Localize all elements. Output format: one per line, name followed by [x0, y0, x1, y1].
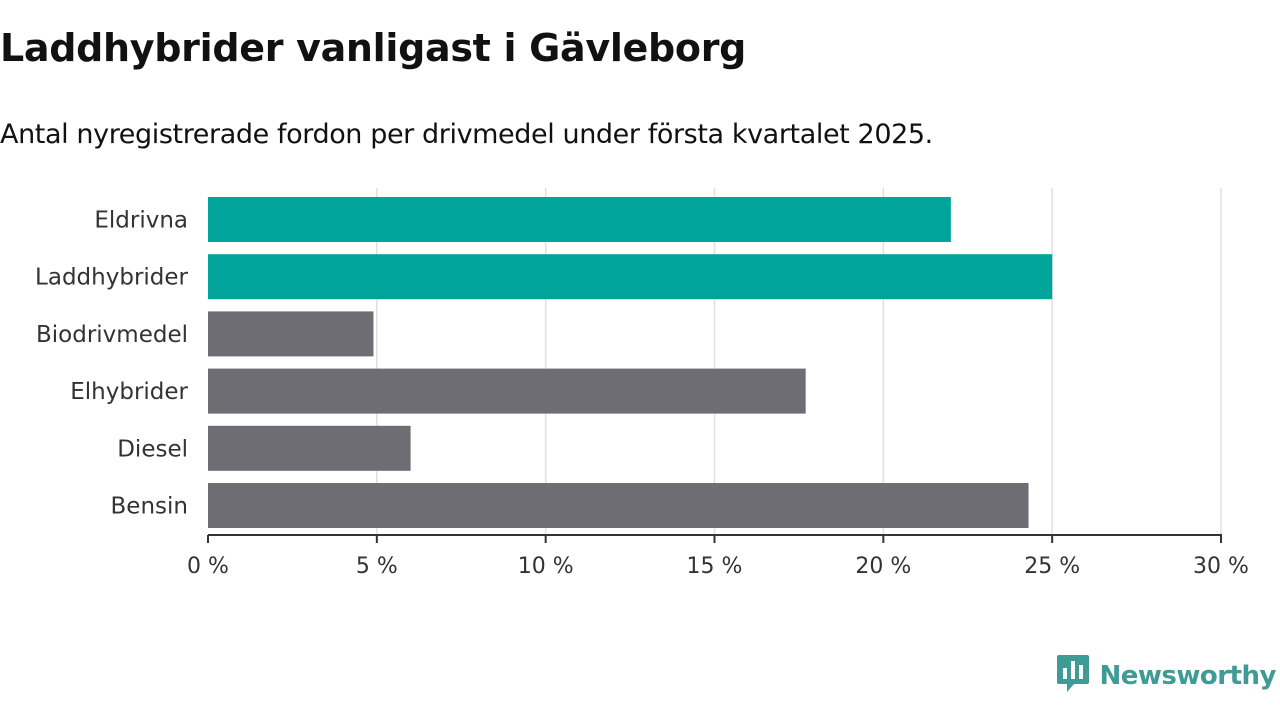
x-tick-label: 0 %	[187, 554, 229, 579]
x-tick-label: 5 %	[356, 554, 398, 579]
bar-laddhybrider	[208, 254, 1053, 300]
category-label: Bensin	[111, 494, 188, 520]
bars	[208, 197, 1053, 528]
chart-subtitle: Antal nyregistrerade fordon per drivmede…	[0, 119, 933, 150]
category-labels: Eldrivna Laddhybrider Biodrivmedel Elhybrid…	[35, 208, 188, 520]
bar-chart: 0 % 5 % 10 % 15 % 20 % 25 % 30 % Eldrivna Laddh…	[35, 188, 1249, 579]
x-tick-label: 10 %	[518, 554, 574, 579]
category-label: Elhybrider	[70, 379, 188, 405]
chart-title: Laddhybrider vanligast i Gävleborg	[0, 26, 747, 70]
gridlines	[376, 188, 1222, 535]
category-label: Eldrivna	[94, 208, 188, 234]
category-label: Diesel	[117, 436, 188, 462]
bar-biodrivmedel	[208, 311, 374, 357]
brand-name: Newsworthy	[1099, 661, 1277, 691]
newsworthy-logo-icon	[1056, 654, 1090, 698]
x-tick-label: 25 %	[1024, 554, 1080, 579]
x-tick-label: 20 %	[855, 554, 911, 579]
x-axis: 0 % 5 % 10 % 15 % 20 % 25 % 30 %	[187, 534, 1249, 579]
bar-eldrivna	[208, 197, 951, 242]
bar-diesel	[208, 425, 411, 471]
category-label: Biodrivmedel	[36, 322, 188, 348]
category-label: Laddhybrider	[35, 265, 188, 291]
bar-elhybrider	[208, 368, 806, 414]
brand: Newsworthy	[1056, 654, 1277, 698]
x-tick-label: 30 %	[1193, 554, 1249, 579]
bar-bensin	[208, 483, 1029, 528]
x-tick-label: 15 %	[687, 554, 743, 579]
